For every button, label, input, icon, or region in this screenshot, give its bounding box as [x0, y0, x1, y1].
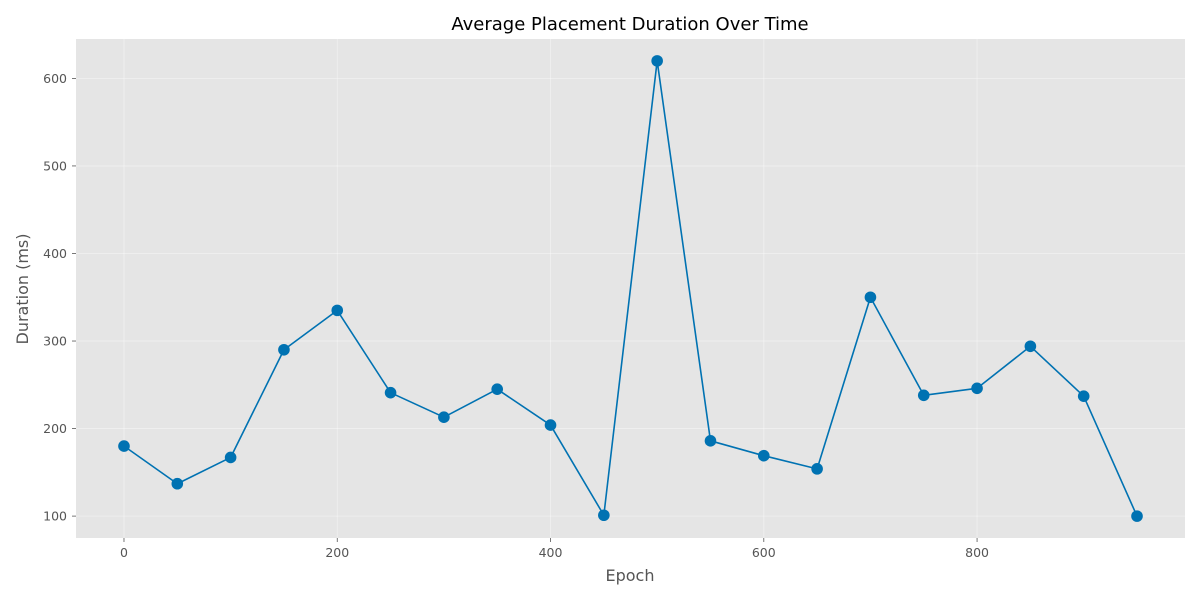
data-point: [598, 509, 610, 522]
x-tick-label: 400: [539, 545, 563, 560]
y-tick-label: 600: [43, 71, 67, 86]
data-point: [757, 449, 770, 462]
data-point: [864, 291, 877, 304]
grid-lines: [76, 39, 1185, 538]
data-point: [544, 419, 557, 431]
y-tick-label: 100: [43, 509, 67, 524]
data-point: [1131, 510, 1143, 522]
data-point: [704, 435, 717, 447]
y-axis-label: Duration (ms): [13, 234, 32, 345]
data-point: [917, 389, 930, 402]
data-point: [224, 451, 237, 464]
y-tick-label: 500: [43, 158, 67, 173]
y-tick-label: 200: [43, 421, 67, 436]
data-point: [118, 440, 130, 452]
data-point: [438, 411, 450, 423]
data-point: [1077, 390, 1090, 402]
y-tick-label: 300: [43, 334, 67, 349]
y-tick-label: 400: [43, 246, 67, 261]
data-point: [1024, 340, 1037, 353]
data-point: [651, 55, 663, 67]
data-point: [811, 463, 823, 475]
series-group: [118, 55, 1143, 522]
data-point: [384, 386, 397, 399]
data-point: [171, 477, 184, 490]
axis-ticks: 0 200 400 600 800 100 200 300 400 500 600: [43, 71, 989, 560]
x-tick-label: 600: [752, 545, 776, 560]
data-point: [278, 343, 290, 356]
series-line: [123, 60, 1138, 517]
x-tick-label: 800: [965, 545, 989, 560]
data-point: [971, 382, 983, 395]
chart-title: Average Placement Duration Over Time: [451, 14, 808, 35]
data-point: [491, 383, 504, 395]
x-tick-label: 200: [325, 545, 349, 560]
x-tick-label: 0: [120, 545, 128, 560]
data-point: [331, 304, 344, 317]
x-axis-label: Epoch: [606, 566, 655, 585]
